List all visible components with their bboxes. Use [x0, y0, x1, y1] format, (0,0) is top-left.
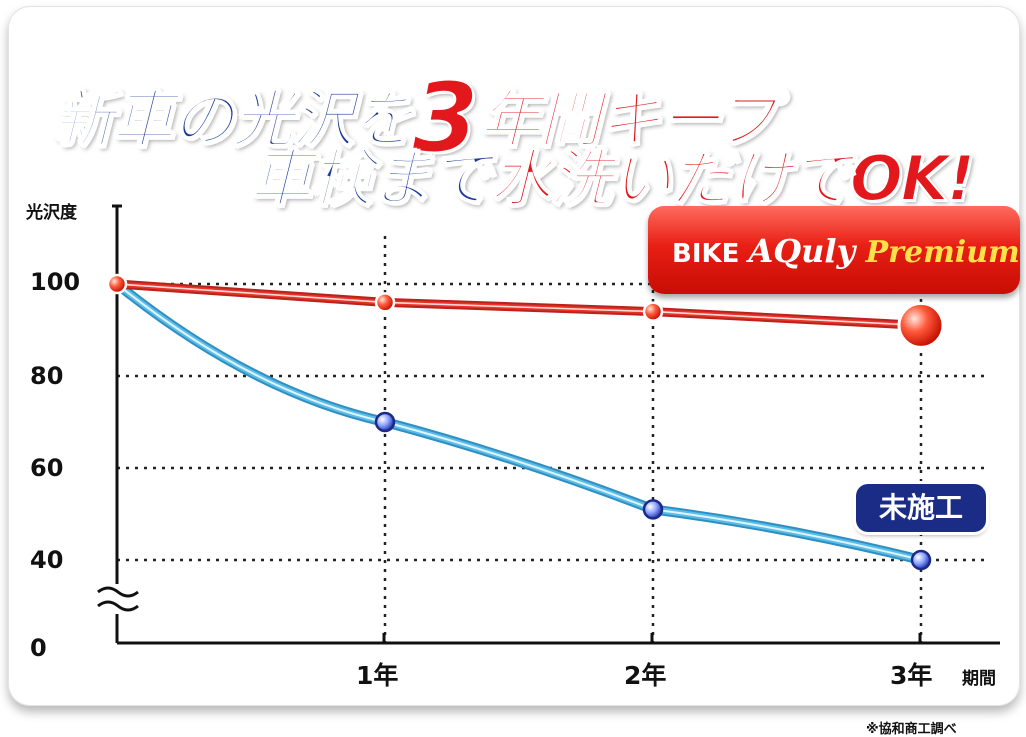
source-note: ※協和商工調べ	[866, 722, 957, 737]
y-tick-label: 80	[30, 362, 64, 390]
headline-part: 新車の光沢を	[51, 82, 415, 157]
headline-part: 水洗いだけでOK!	[489, 141, 976, 216]
data-point-premium	[642, 301, 664, 322]
badge-aquly: AQuly	[748, 232, 856, 270]
data-point-premium	[106, 273, 128, 295]
y-tick-label: 0	[30, 634, 47, 662]
axis-break-mark	[97, 600, 139, 612]
y-axis-label: 光沢度	[26, 203, 77, 223]
data-point-untreated	[642, 499, 664, 520]
legend-label-untreated: 未施工	[856, 484, 986, 532]
data-point-premium	[374, 292, 396, 313]
data-point-premium-final	[897, 301, 945, 349]
x-tick-label: 1年	[356, 661, 399, 690]
y-tick-label: 60	[30, 454, 64, 482]
axis-break-mark	[97, 586, 139, 598]
legend-badge-premium: BIKE AQuly Premium	[648, 206, 1020, 294]
data-point-untreated	[374, 411, 396, 433]
x-tick-label: 3年	[890, 661, 933, 690]
headline-line-1: 新車の光沢を3年間キープ	[51, 52, 778, 175]
series-lines	[112, 279, 926, 565]
series-points	[106, 273, 945, 571]
series-line-premium-highlight	[116, 283, 922, 327]
chart-panel	[8, 6, 1020, 706]
headline-part: 車検まで	[249, 141, 493, 216]
headline-line-2: 車検まで水洗いだけでOK!	[249, 128, 976, 218]
series-line-untreated-highlight	[116, 283, 922, 561]
series-line-untreated-outline	[112, 279, 926, 565]
y-tick-label: 100	[30, 268, 81, 296]
badge-bike: BIKE	[672, 239, 749, 269]
legend-badge-text: BIKE AQuly Premium	[672, 232, 1020, 270]
data-point-untreated	[910, 549, 932, 571]
badge-premium: Premium	[855, 235, 1020, 270]
axis-break	[96, 584, 139, 614]
y-tick-label: 40	[30, 546, 64, 574]
headline-part: 年間キープ	[478, 82, 778, 157]
headline-number: 3	[411, 61, 480, 175]
x-axis-label: 期間	[962, 669, 996, 689]
series-line-untreated	[114, 281, 924, 563]
x-tick-label: 2年	[624, 661, 667, 690]
